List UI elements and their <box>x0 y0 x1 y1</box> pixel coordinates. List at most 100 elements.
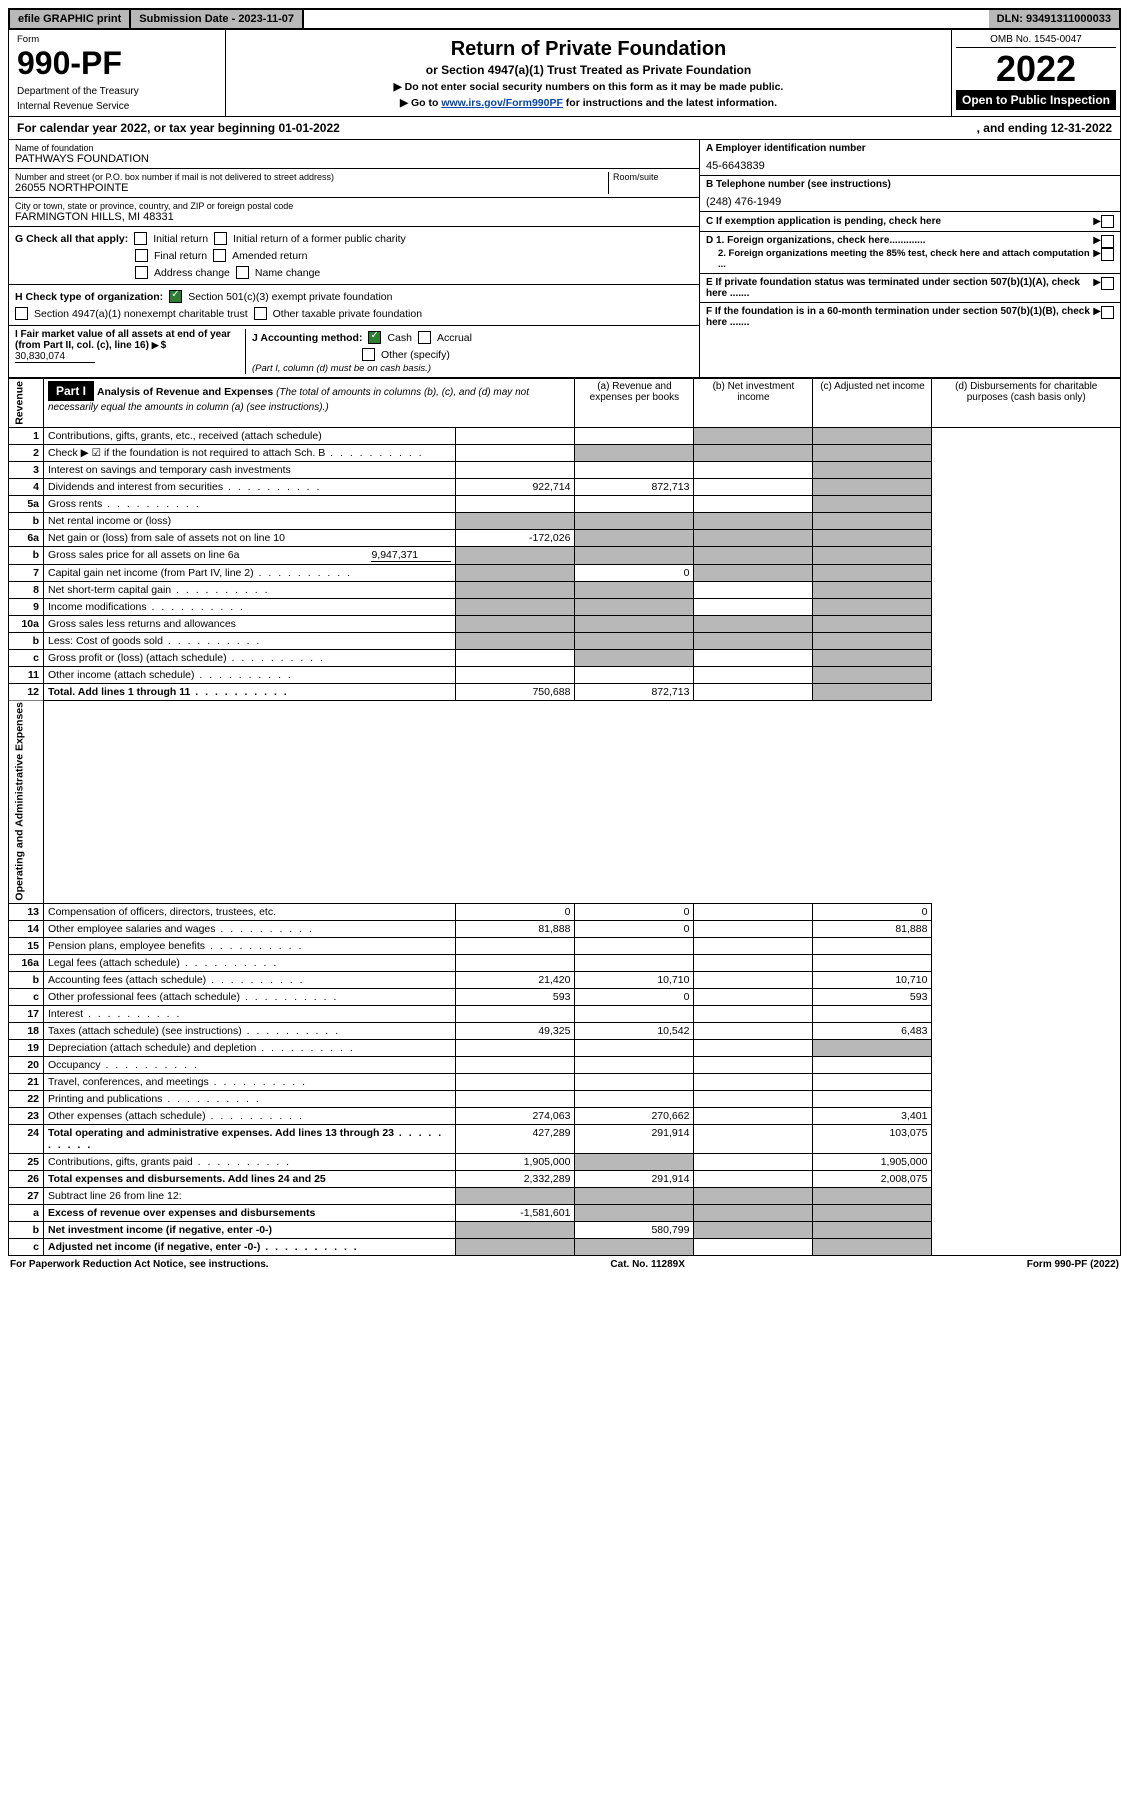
table-cell <box>694 444 813 461</box>
table-cell: -1,581,601 <box>456 1205 575 1222</box>
table-cell <box>813 478 932 495</box>
table-cell <box>694 1188 813 1205</box>
table-cell <box>813 546 932 564</box>
f-checkbox[interactable] <box>1101 306 1114 319</box>
e-label: E If private foundation status was termi… <box>706 277 1093 299</box>
table-cell: 0 <box>575 989 694 1006</box>
table-cell <box>694 666 813 683</box>
d2-checkbox[interactable] <box>1101 248 1114 261</box>
amended-return-cb[interactable] <box>213 249 226 262</box>
line-number: c <box>9 1239 44 1256</box>
phone-label: B Telephone number (see instructions) <box>706 179 1114 190</box>
c-checkbox[interactable] <box>1101 215 1114 228</box>
table-cell: 21,420 <box>456 972 575 989</box>
final-return-cb[interactable] <box>135 249 148 262</box>
line-number: b <box>9 546 44 564</box>
table-row: 18Taxes (attach schedule) (see instructi… <box>9 1023 1121 1040</box>
line-description: Total operating and administrative expen… <box>44 1125 456 1154</box>
table-row: 27Subtract line 26 from line 12: <box>9 1188 1121 1205</box>
4947-cb[interactable] <box>15 307 28 320</box>
table-row: bNet rental income or (loss) <box>9 512 1121 529</box>
line-number: 2 <box>9 444 44 461</box>
line-description: Legal fees (attach schedule) <box>44 955 456 972</box>
501c3-cb[interactable] <box>169 290 182 303</box>
line-description: Pension plans, employee benefits <box>44 938 456 955</box>
table-cell <box>694 427 813 444</box>
form-ref: Form 990-PF (2022) <box>1027 1259 1119 1270</box>
table-cell <box>575 444 694 461</box>
name-label: Name of foundation <box>15 143 693 153</box>
table-cell <box>575 955 694 972</box>
e-checkbox[interactable] <box>1101 277 1114 290</box>
table-row: cGross profit or (loss) (attach schedule… <box>9 649 1121 666</box>
other-taxable-cb[interactable] <box>254 307 267 320</box>
table-row: bNet investment income (if negative, ent… <box>9 1222 1121 1239</box>
city-label: City or town, state or province, country… <box>15 201 693 211</box>
c-label: C If exemption application is pending, c… <box>706 216 1093 227</box>
table-cell <box>694 683 813 700</box>
line-number: 18 <box>9 1023 44 1040</box>
d1-checkbox[interactable] <box>1101 235 1114 248</box>
table-cell <box>694 1108 813 1125</box>
line-description: Dividends and interest from securities <box>44 478 456 495</box>
table-cell <box>456 461 575 478</box>
line-description: Depreciation (attach schedule) and deple… <box>44 1040 456 1057</box>
table-cell: 81,888 <box>456 921 575 938</box>
line-number: 11 <box>9 666 44 683</box>
table-cell <box>813 598 932 615</box>
table-cell: 0 <box>456 904 575 921</box>
table-cell <box>694 546 813 564</box>
line-number: 13 <box>9 904 44 921</box>
line-description: Excess of revenue over expenses and disb… <box>44 1205 456 1222</box>
table-cell <box>456 938 575 955</box>
address-change-cb[interactable] <box>135 266 148 279</box>
d1-label: D 1. Foreign organizations, check here..… <box>706 235 1093 248</box>
table-cell <box>694 529 813 546</box>
i-label: I Fair market value of all assets at end… <box>15 329 231 351</box>
table-cell <box>694 564 813 581</box>
table-cell <box>813 1040 932 1057</box>
table-row: 16aLegal fees (attach schedule) <box>9 955 1121 972</box>
table-cell: 10,710 <box>813 972 932 989</box>
line-description: Net investment income (if negative, ente… <box>44 1222 456 1239</box>
table-row: bGross sales price for all assets on lin… <box>9 546 1121 564</box>
table-cell <box>694 1171 813 1188</box>
table-cell <box>694 598 813 615</box>
table-cell: 593 <box>456 989 575 1006</box>
room-label: Room/suite <box>613 172 693 182</box>
table-cell <box>694 615 813 632</box>
table-cell <box>456 615 575 632</box>
efile-label[interactable]: efile GRAPHIC print <box>10 10 131 28</box>
line-description: Gross sales less returns and allowances <box>44 615 456 632</box>
table-cell <box>694 955 813 972</box>
form990pf-link[interactable]: www.irs.gov/Form990PF <box>441 97 563 109</box>
part1-table: Revenue Part I Analysis of Revenue and E… <box>8 378 1121 1256</box>
table-cell <box>813 1091 932 1108</box>
other-method-cb[interactable] <box>362 348 375 361</box>
table-cell: 6,483 <box>813 1023 932 1040</box>
initial-return-cb[interactable] <box>134 232 147 245</box>
table-row: 14Other employee salaries and wages81,88… <box>9 921 1121 938</box>
table-row: 17Interest <box>9 1006 1121 1023</box>
part1-title: Analysis of Revenue and Expenses <box>97 386 273 398</box>
line-number: 5a <box>9 495 44 512</box>
table-row: 21Travel, conferences, and meetings <box>9 1074 1121 1091</box>
expenses-side-label: Operating and Administrative Expenses <box>9 700 44 904</box>
line-description: Other expenses (attach schedule) <box>44 1108 456 1125</box>
line-number: 20 <box>9 1057 44 1074</box>
table-cell <box>456 1074 575 1091</box>
line-description: Taxes (attach schedule) (see instruction… <box>44 1023 456 1040</box>
initial-former-cb[interactable] <box>214 232 227 245</box>
name-change-cb[interactable] <box>236 266 249 279</box>
accrual-cb[interactable] <box>418 331 431 344</box>
table-cell: 10,542 <box>575 1023 694 1040</box>
cash-cb[interactable] <box>368 331 381 344</box>
top-bar: efile GRAPHIC print Submission Date - 20… <box>8 8 1121 30</box>
line-number: 15 <box>9 938 44 955</box>
table-row: cAdjusted net income (if negative, enter… <box>9 1239 1121 1256</box>
table-cell <box>694 478 813 495</box>
table-cell <box>456 1239 575 1256</box>
table-cell <box>575 427 694 444</box>
table-cell <box>575 546 694 564</box>
line-number: 17 <box>9 1006 44 1023</box>
